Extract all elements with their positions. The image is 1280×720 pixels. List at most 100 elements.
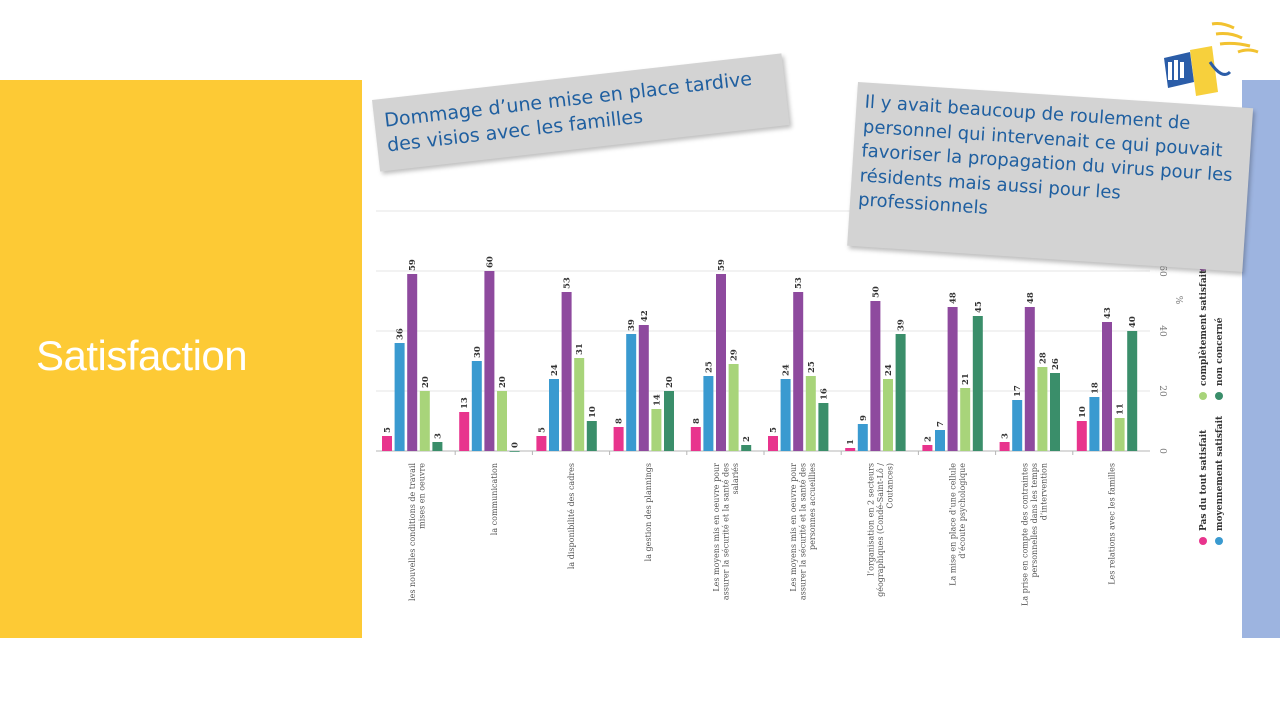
bar	[857, 424, 868, 451]
data-label: 40	[1128, 316, 1138, 328]
legend-label: Pas du tout satisfait	[1199, 429, 1209, 531]
bar	[574, 358, 585, 451]
bar	[509, 451, 520, 452]
bar	[703, 376, 714, 451]
data-label: 10	[588, 406, 598, 418]
bar	[805, 376, 816, 451]
data-label: 60	[485, 256, 495, 268]
data-label: 10	[1078, 406, 1088, 418]
data-label: 24	[884, 364, 894, 376]
data-label: 26	[1051, 358, 1061, 370]
category-label: l’organisation en 2 secteurs	[866, 463, 875, 576]
data-label: 43	[1103, 307, 1113, 319]
category-label: d’intervention	[1040, 463, 1049, 520]
bar	[471, 361, 482, 451]
bar	[895, 334, 906, 451]
category-label: Coutances)	[885, 463, 894, 509]
category-label: assurer la sécurité et la santé des	[721, 463, 730, 600]
category-label: Les moyens mis en oeuvre pour	[712, 463, 721, 592]
data-label: 59	[717, 259, 727, 271]
category-label: assurer la sécurité et la santé des	[799, 463, 808, 600]
data-label: 13	[460, 397, 470, 409]
category-label: salariés	[731, 463, 740, 494]
y-tick-label: 40	[1157, 325, 1167, 337]
bar	[1102, 322, 1112, 451]
data-label: 8	[692, 418, 702, 424]
category-label: La prise en compte des contraintes	[1021, 463, 1030, 606]
bar	[1089, 397, 1100, 451]
data-label: 9	[859, 415, 869, 421]
bar	[432, 442, 443, 451]
bar	[870, 301, 881, 451]
bar	[549, 379, 559, 451]
bar	[1127, 331, 1138, 451]
bar	[716, 274, 726, 451]
data-label: 17	[1013, 385, 1023, 397]
bar	[1024, 307, 1035, 451]
bar	[1012, 400, 1023, 451]
data-label: 16	[819, 388, 829, 400]
data-label: 20	[498, 376, 508, 388]
title-panel	[0, 80, 362, 638]
legend-marker	[1199, 392, 1207, 400]
bar	[536, 436, 547, 451]
data-label: 3	[433, 433, 443, 439]
data-label: 42	[640, 310, 650, 322]
bar	[883, 379, 893, 451]
legend-label: moyennement satisfait	[1215, 415, 1225, 531]
legend-label: non concerné	[1214, 317, 1225, 386]
legend-marker	[1215, 537, 1223, 545]
data-label: 5	[383, 427, 393, 433]
bar	[394, 343, 405, 451]
bar	[845, 448, 856, 451]
bar	[613, 427, 624, 451]
data-label: 25	[807, 361, 817, 373]
bar	[664, 391, 674, 451]
category-label: la disponibilité des cadres	[567, 463, 576, 569]
bar	[935, 430, 945, 451]
data-label: 53	[794, 277, 804, 289]
data-label: 14	[652, 394, 662, 406]
y-tick-label: 60	[1157, 265, 1167, 277]
data-label: 1	[846, 439, 856, 445]
chart-area: 0 20 40 60% 5 36 59 20 3 les nouvelles conditions…	[362, 80, 1242, 638]
company-logo	[1160, 22, 1260, 102]
data-label: 53	[563, 277, 573, 289]
data-label: 18	[1090, 382, 1100, 394]
bar	[484, 271, 495, 451]
data-label: 50	[871, 286, 881, 298]
data-label: 29	[730, 349, 740, 361]
bar	[768, 436, 778, 451]
bar	[626, 334, 637, 451]
callout-roulement: Il y avait beaucoup de roulement de pers…	[847, 82, 1254, 272]
data-label: 21	[961, 373, 971, 385]
category-label: personnes accueillies	[808, 463, 817, 550]
bar	[728, 364, 739, 451]
bar	[818, 403, 829, 451]
bar	[972, 316, 983, 451]
data-label: 2	[742, 436, 752, 442]
bar	[407, 274, 418, 451]
data-label: 36	[396, 328, 406, 340]
bar	[651, 409, 662, 451]
category-label: les nouvelles conditions de travail	[408, 463, 417, 601]
data-label: 3	[1001, 433, 1011, 439]
category-label: Les relations avec les familles	[1107, 463, 1116, 585]
bar	[1114, 418, 1125, 451]
data-label: 8	[615, 418, 625, 424]
category-label: géographiques (Condé-Saint-Lô /	[876, 463, 885, 597]
bar	[586, 421, 597, 451]
data-label: 39	[897, 319, 907, 331]
bar	[922, 445, 933, 451]
bar	[960, 388, 971, 451]
bar	[1050, 373, 1060, 451]
category-label: d’écoute psychologique	[958, 463, 967, 559]
data-label: 5	[537, 427, 547, 433]
data-label: 24	[782, 364, 792, 376]
legend-marker	[1199, 537, 1207, 545]
data-label: 20	[421, 376, 431, 388]
data-label: 48	[1026, 292, 1036, 304]
bar	[780, 379, 791, 451]
category-label: la gestion des plannings	[644, 463, 653, 561]
bar	[741, 445, 752, 451]
